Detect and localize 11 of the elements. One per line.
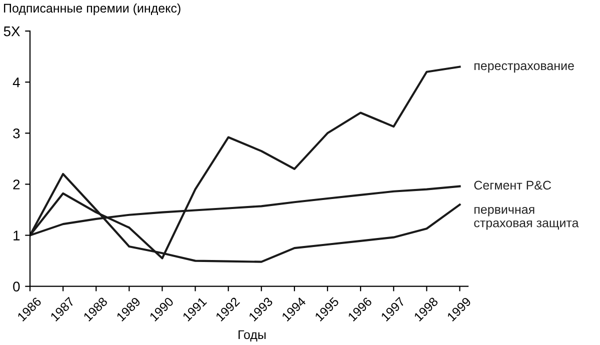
y-tick-label: 5X — [4, 26, 20, 36]
y-tick-label: 1 — [14, 230, 20, 240]
series-label: первичная страховая защита — [474, 206, 579, 230]
y-tick-label: 2 — [13, 180, 20, 190]
y-tick-label: 4 — [12, 78, 20, 88]
series-label: перестрахование — [474, 63, 574, 73]
y-tick-label: 3 — [13, 128, 20, 138]
series-label: Сегмент P&C — [474, 180, 552, 190]
x-axis-title: Годы — [238, 330, 266, 342]
y-tick-label: 0 — [13, 282, 20, 292]
y-axis-title: Подписанные премии (индекс) — [4, 3, 180, 16]
